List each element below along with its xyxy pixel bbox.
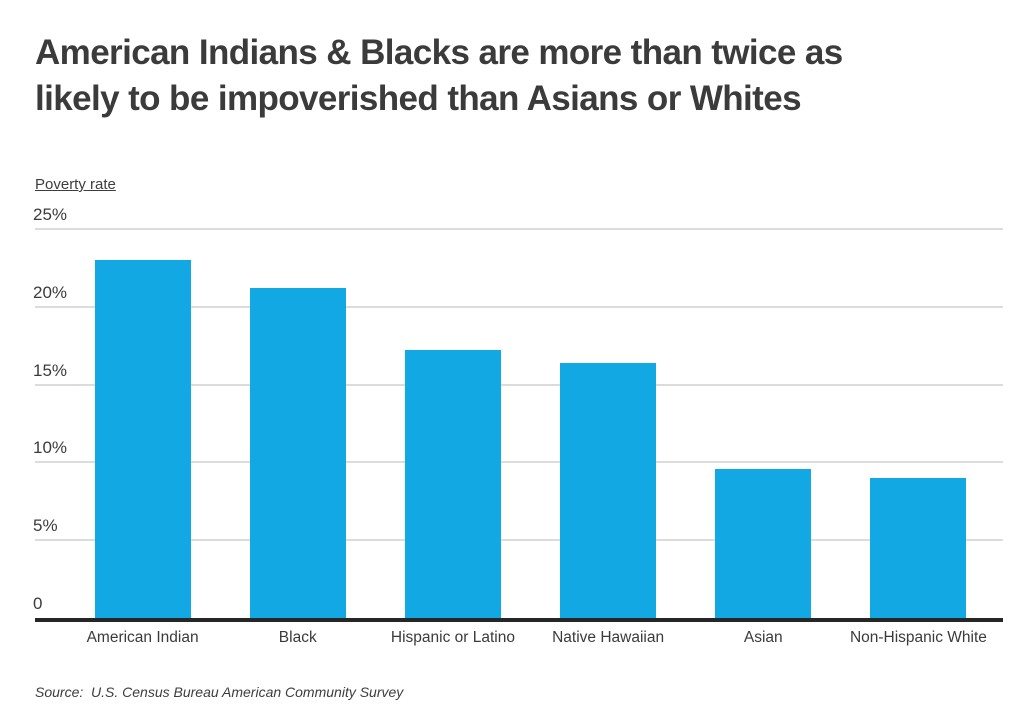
y-tick-label: 15% [33,360,68,380]
bar-native-hawaiian [560,362,657,618]
page-title: American Indians & Blacks are more than … [35,30,1003,122]
bar-slot [841,229,996,618]
bar-series [65,229,996,618]
y-tick-label: 10% [33,438,68,458]
bar-slot [686,229,841,618]
page-title-line1: American Indians & Blacks are more than … [35,33,843,72]
bar-black [249,288,346,618]
x-tick-label: Black [278,629,317,646]
y-tick-label: 0 [33,594,43,613]
x-tick-label: American Indian [86,629,199,646]
y-tick-label: 25% [33,205,68,224]
bar-asian [715,468,812,618]
y-axis-title: Poverty rate [35,176,116,193]
bar-non-hispanic-white [870,477,967,618]
bar-slot [531,229,686,618]
gridline [35,228,1003,230]
bar-american-indian [94,260,191,618]
page-title-line2: likely to be impoverished than Asians or… [35,79,802,118]
gridline [35,383,1003,386]
x-tick-label: Native Hawaiian [552,629,665,646]
x-tick-label: Hispanic or Latino [390,629,515,646]
bar-slot [220,229,375,618]
y-tick-label: 5% [33,516,58,536]
bar-slot [65,229,220,618]
x-tick-label: Non-Hispanic White [849,629,987,646]
gridline [35,539,1003,542]
y-tick-label: 20% [33,282,68,302]
bar-slot [375,229,530,618]
x-axis-labels: American Indian Black Hispanic or Latino Na… [65,629,996,647]
x-tick-label: Asian [743,629,783,646]
bar-hispanic-or-latino [404,350,501,618]
gridline [35,461,1003,464]
gridline [35,305,1003,308]
plot-area: 25% 20% 15% 10% 5% 0 [33,205,1003,622]
source-note: Source: U.S. Census Bureau American Comm… [35,684,404,700]
